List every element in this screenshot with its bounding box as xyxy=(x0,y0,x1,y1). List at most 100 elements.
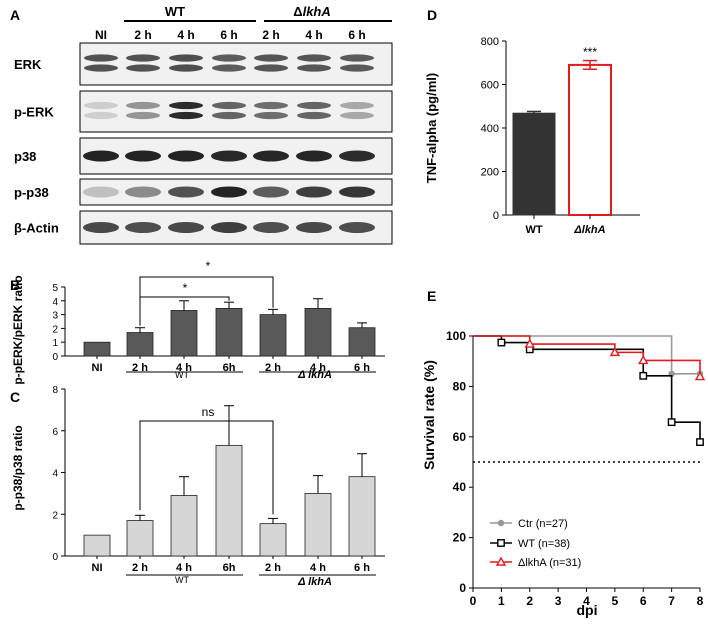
blot-row: ERK xyxy=(14,42,393,86)
blot-frame xyxy=(79,90,393,133)
lane-label: 4 h xyxy=(177,28,194,42)
panel-c: C p-p38/p38 ratio 0 2 4 6 8 NI 2 h 4 h 6h 2 h 4 h 6… xyxy=(10,385,385,588)
panel-d: D TNF-alpha (pg/ml) 0 200 400 600 800 WT ΔlkhA… xyxy=(424,7,640,236)
bar xyxy=(126,520,154,557)
x-tick-label: NI xyxy=(92,562,103,574)
blot-row: β-Actin xyxy=(14,210,393,245)
blot-band xyxy=(212,64,246,72)
blot-band xyxy=(297,101,331,110)
panel-a-letter: A xyxy=(10,7,20,23)
blot-band xyxy=(211,186,247,198)
lane-label: 2 h xyxy=(262,28,279,42)
panel-b-sig-inner: * xyxy=(183,281,188,295)
y-tick-label: 400 xyxy=(481,123,499,135)
panel-c-mutant-label: Δ lkhA xyxy=(297,576,332,588)
blot-band xyxy=(84,64,118,72)
blot-band xyxy=(253,186,289,198)
x-tick-label: 4 h xyxy=(310,562,326,574)
panel-b-wt-label: WT xyxy=(175,370,189,380)
bar xyxy=(83,534,111,557)
x-tick-label: 4 xyxy=(583,594,590,608)
panel-d-chart: 0 200 400 600 800 WT ΔlkhA xyxy=(481,36,640,236)
panel-b-y-axis-label: p-pERK/pERK ratio xyxy=(11,275,25,384)
y-tick-label: 800 xyxy=(481,36,499,48)
panel-c-chart: 0 2 4 6 8 NI 2 h 4 h 6h 2 h 4 h 6 h xyxy=(52,385,385,576)
x-tick-label: 6 xyxy=(640,594,647,608)
bar xyxy=(259,314,287,357)
panel-c-y-axis-label: p-p38/p38 ratio xyxy=(11,425,25,510)
blot-band xyxy=(296,222,332,233)
x-tick-label: 0 xyxy=(470,594,477,608)
blot-band xyxy=(211,150,247,162)
blot-band xyxy=(168,222,204,233)
y-tick-label: 2 xyxy=(52,510,58,521)
blot-label: p-p38 xyxy=(14,185,49,200)
blot-band xyxy=(168,186,204,198)
blot-band xyxy=(125,222,161,233)
blot-band xyxy=(254,101,288,110)
x-tick-label: 3 xyxy=(555,594,562,608)
blot-band xyxy=(339,150,375,162)
bar xyxy=(304,492,332,557)
y-tick-label: 0 xyxy=(52,552,58,563)
blot-band xyxy=(125,186,161,198)
blot-band xyxy=(168,150,204,162)
blot-band xyxy=(297,64,331,72)
y-tick-label: 80 xyxy=(453,379,467,393)
x-tick-label: 2 h xyxy=(265,362,281,374)
panel-b-letter: B xyxy=(10,277,20,293)
panel-b-chart: 0 1 2 3 4 5 NI 2 h 4 h 6h 2 h 4 h 6 h xyxy=(52,276,385,374)
blot-band xyxy=(126,111,160,120)
blot-band xyxy=(212,101,246,110)
survival-marker xyxy=(696,438,704,446)
legend-label: WT (n=38) xyxy=(518,538,570,550)
bar xyxy=(348,476,376,557)
bar xyxy=(126,332,154,357)
bar xyxy=(170,310,198,357)
y-tick-label: 2 xyxy=(52,324,58,335)
blot-band xyxy=(169,64,203,72)
lane-labels: NI 2 h 4 h 6 h 2 h 4 h 6 h xyxy=(95,28,366,42)
blot-row: p-ERK xyxy=(14,90,393,133)
blot-band xyxy=(340,64,374,72)
x-tick-label: 2 h xyxy=(132,562,148,574)
x-tick-label: 1 xyxy=(498,594,505,608)
survival-marker xyxy=(609,346,621,357)
legend-marker xyxy=(495,556,507,566)
y-tick-label: 200 xyxy=(481,167,499,179)
blot-band xyxy=(126,64,160,72)
survival-marker xyxy=(524,338,535,348)
lane-label: 6 h xyxy=(348,28,365,42)
blot-row: p-p38 xyxy=(14,178,393,206)
y-tick-label: 0 xyxy=(52,352,58,363)
blot-label: p38 xyxy=(14,149,36,164)
x-tick-label: 6h xyxy=(223,362,236,374)
blot-band xyxy=(339,222,375,233)
survival-marker xyxy=(694,371,706,381)
x-tick-label: 2 xyxy=(526,594,533,608)
survival-marker xyxy=(667,418,676,427)
sig-bracket xyxy=(139,420,274,515)
panel-e-y-axis-label: Survival rate (%) xyxy=(421,360,437,470)
x-tick-label: 5 xyxy=(612,594,619,608)
blot-band xyxy=(339,186,375,198)
blot-band xyxy=(340,111,374,120)
lane-label: 2 h xyxy=(134,28,151,42)
blot-band xyxy=(125,150,161,162)
y-tick-label: 5 xyxy=(52,283,58,294)
blot-band xyxy=(169,54,203,62)
blot-band xyxy=(253,222,289,233)
bar xyxy=(83,341,111,357)
panel-d-sig: *** xyxy=(583,45,597,59)
panel-a: A WT ΔlkhA NI 2 h 4 h 6 h 2 h 4 h 6 h ERK p-ERK… xyxy=(10,4,393,245)
panel-d-y-axis-label: TNF-alpha (pg/ml) xyxy=(424,73,439,184)
y-tick-label: 40 xyxy=(453,480,467,494)
blot-band xyxy=(254,111,288,120)
lane-label: 4 h xyxy=(305,28,322,42)
blot-band xyxy=(340,54,374,62)
wt-group-label: WT xyxy=(165,4,185,19)
blot-frame xyxy=(79,42,393,86)
legend-marker xyxy=(497,539,505,547)
survival-marker xyxy=(638,355,649,365)
blot-band xyxy=(169,101,203,110)
